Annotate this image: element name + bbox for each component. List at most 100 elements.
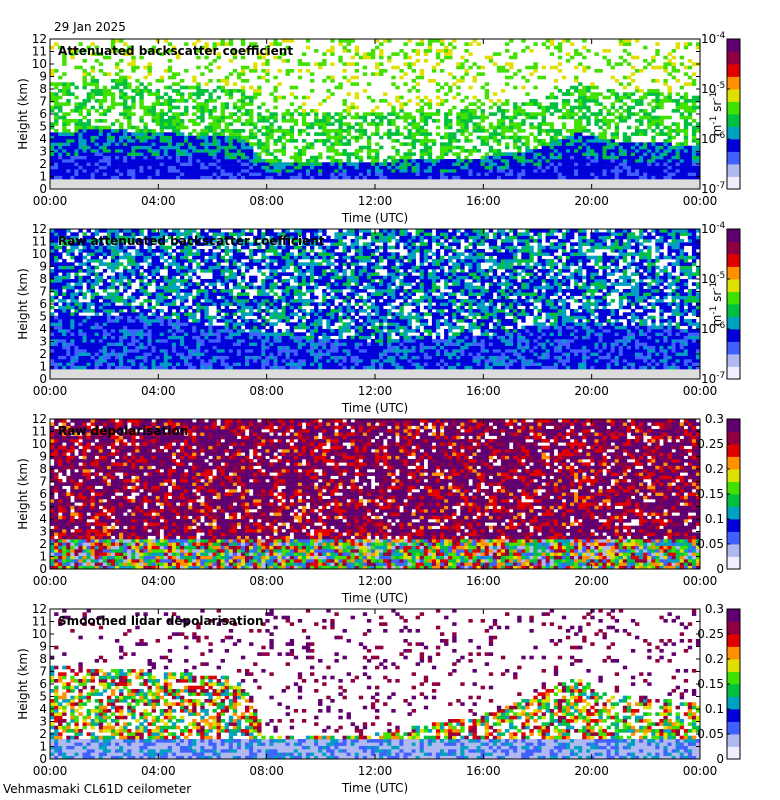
panel-2: Raw attenuated backscatter coefficient 0 1… xyxy=(16,221,741,415)
y-tick-label: 9 xyxy=(39,450,47,464)
panel-title: Smoothed lidar depolarisation xyxy=(58,614,264,628)
y-tick-label: 8 xyxy=(39,82,47,96)
y-tick-label: 3 xyxy=(39,335,47,349)
panel-title: Raw attenuated backscatter coefficient xyxy=(58,234,325,248)
x-tick-label: 00:00 xyxy=(683,574,718,588)
y-axis-label: Height (km) xyxy=(16,458,30,529)
x-axis-label: Time (UTC) xyxy=(341,591,408,605)
colorbar-tick-label: 0.25 xyxy=(697,437,724,451)
x-tick-label: 12:00 xyxy=(358,764,393,778)
colorbar-tick-label: 0.15 xyxy=(697,487,724,501)
y-tick-label: 9 xyxy=(39,640,47,654)
colorbar-tick-label: 10-6 xyxy=(701,321,726,336)
colorbar-tick-label: 0.3 xyxy=(705,602,724,616)
x-tick-label: 04:00 xyxy=(141,574,176,588)
x-axis-label: Time (UTC) xyxy=(341,781,408,795)
x-tick-label: 16:00 xyxy=(466,194,501,208)
y-tick-label: 12 xyxy=(32,602,47,616)
y-tick-label: 3 xyxy=(39,525,47,539)
colorbar: 10-7 10-6 10-5 10-4 m-1 sr-1 xyxy=(701,221,741,386)
y-tick-label: 12 xyxy=(32,412,47,426)
y-tick-label: 0 xyxy=(39,372,47,386)
x-tick-label: 12:00 xyxy=(358,194,393,208)
y-tick-label: 1 xyxy=(39,550,47,564)
y-tick-label: 6 xyxy=(39,677,47,691)
x-tick-label: 12:00 xyxy=(358,574,393,588)
y-tick-label: 7 xyxy=(39,475,47,489)
colorbar-tick-label: 0 xyxy=(716,752,724,766)
y-tick-label: 7 xyxy=(39,285,47,299)
y-tick-label: 8 xyxy=(39,462,47,476)
colorbar-tick-label: 0.2 xyxy=(705,652,724,666)
y-tick-label: 1 xyxy=(39,740,47,754)
y-tick-label: 5 xyxy=(39,120,47,134)
x-tick-label: 00:00 xyxy=(33,574,68,588)
colorbar-tick-label: 10-6 xyxy=(701,131,726,146)
y-tick-label: 11 xyxy=(32,615,47,629)
x-axis-label: Time (UTC) xyxy=(341,211,408,225)
colorbar: 10-7 10-6 10-5 10-4 m-1 sr-1 xyxy=(701,31,741,196)
colorbar-tick-label: 10-5 xyxy=(701,81,725,96)
x-tick-label: 20:00 xyxy=(574,194,609,208)
colorbar-tick-label: 10-4 xyxy=(701,31,726,46)
y-tick-label: 0 xyxy=(39,182,47,196)
x-tick-label: 00:00 xyxy=(33,764,68,778)
colorbar-tick-label: 0.1 xyxy=(705,512,724,526)
y-tick-label: 2 xyxy=(39,157,47,171)
y-tick-label: 4 xyxy=(39,322,47,336)
panel-title: Attenuated backscatter coefficient xyxy=(58,44,293,58)
x-tick-label: 08:00 xyxy=(249,384,284,398)
y-tick-label: 12 xyxy=(32,32,47,46)
y-tick-label: 5 xyxy=(39,690,47,704)
y-tick-label: 10 xyxy=(32,627,47,641)
y-tick-label: 10 xyxy=(32,247,47,261)
heatmap-field xyxy=(50,229,701,370)
x-tick-label: 00:00 xyxy=(33,194,68,208)
x-tick-label: 12:00 xyxy=(358,384,393,398)
y-tick-label: 7 xyxy=(39,95,47,109)
x-tick-label: 04:00 xyxy=(141,384,176,398)
colorbar-tick-label: 0.1 xyxy=(705,702,724,716)
y-tick-label: 2 xyxy=(39,727,47,741)
panel-1: Attenuated backscatter coefficient012345… xyxy=(16,31,741,225)
y-tick-label: 0 xyxy=(39,752,47,766)
y-tick-label: 12 xyxy=(32,222,47,236)
date-label: 29 Jan 2025 xyxy=(54,20,126,34)
panel-4: Smoothed lidar depolarisation01234567891… xyxy=(16,602,741,795)
colorbar-tick-label: 0.2 xyxy=(705,462,724,476)
heatmap-field xyxy=(50,39,701,180)
y-tick-label: 1 xyxy=(39,170,47,184)
y-tick-label: 2 xyxy=(39,347,47,361)
colorbar-tick-label: 0.15 xyxy=(697,677,724,691)
x-tick-label: 20:00 xyxy=(574,574,609,588)
y-axis-label: Height (km) xyxy=(16,268,30,339)
colorbar-tick-label: 10-4 xyxy=(701,221,726,236)
y-tick-label: 4 xyxy=(39,702,47,716)
x-tick-label: 04:00 xyxy=(141,194,176,208)
x-tick-label: 00:00 xyxy=(683,384,718,398)
y-axis-label: Height (km) xyxy=(16,78,30,149)
x-axis-label: Time (UTC) xyxy=(341,401,408,415)
colorbar: 0 0.05 0.1 0.15 0.2 0.25 0.3 xyxy=(697,412,741,576)
colorbar-tick-label: 0.05 xyxy=(697,727,724,741)
heatmap-field xyxy=(50,419,701,570)
x-tick-label: 16:00 xyxy=(466,384,501,398)
colorbar-unit-label: m-1 sr-1 xyxy=(709,92,724,137)
y-tick-label: 3 xyxy=(39,715,47,729)
x-tick-label: 00:00 xyxy=(683,194,718,208)
x-tick-label: 08:00 xyxy=(249,574,284,588)
y-tick-label: 6 xyxy=(39,297,47,311)
y-tick-label: 7 xyxy=(39,665,47,679)
x-tick-label: 20:00 xyxy=(574,384,609,398)
y-tick-label: 5 xyxy=(39,310,47,324)
x-tick-label: 00:00 xyxy=(683,764,718,778)
colorbar-tick-label: 10-5 xyxy=(701,271,725,286)
x-tick-label: 08:00 xyxy=(249,764,284,778)
colorbar-tick-label: 0 xyxy=(716,562,724,576)
y-tick-label: 6 xyxy=(39,107,47,121)
y-tick-label: 11 xyxy=(32,235,47,249)
y-tick-label: 11 xyxy=(32,45,47,59)
y-tick-label: 3 xyxy=(39,145,47,159)
y-tick-label: 10 xyxy=(32,57,47,71)
